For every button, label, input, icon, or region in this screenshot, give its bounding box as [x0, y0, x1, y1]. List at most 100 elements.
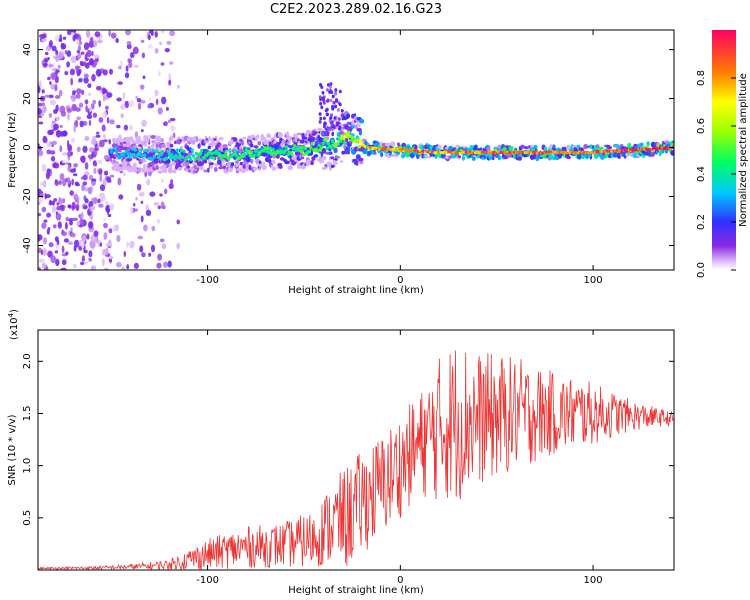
noise-cell — [42, 105, 47, 114]
spike-cell — [329, 82, 333, 86]
noise-cell — [103, 154, 110, 160]
noise-cell — [153, 202, 160, 206]
noise-cell — [93, 167, 97, 175]
ridge-cell — [351, 136, 355, 140]
noise-cell — [65, 161, 69, 165]
band-cell — [287, 165, 294, 171]
noise-cell — [70, 151, 73, 156]
snr-line — [38, 350, 674, 570]
ridge-cell — [308, 149, 312, 154]
noise-cell — [147, 104, 151, 109]
noise-cell — [129, 52, 135, 59]
noise-cell — [78, 78, 83, 83]
band-cell — [358, 157, 364, 162]
noise-cell — [136, 98, 142, 103]
noise-cell — [154, 48, 159, 54]
band-cell — [148, 152, 154, 158]
noise-cell — [76, 116, 82, 121]
ridge-cell — [133, 148, 138, 152]
noise-cell — [41, 33, 47, 39]
spike-cell — [326, 98, 330, 103]
ridge-cell — [339, 139, 343, 143]
noise-cell — [69, 68, 75, 76]
band-cell — [188, 159, 194, 164]
noise-cell — [77, 53, 81, 60]
noise-cell — [99, 184, 106, 192]
band-cell — [160, 138, 164, 143]
ridge-cell — [341, 136, 345, 141]
band-cell — [214, 163, 219, 167]
noise-cell — [42, 248, 47, 256]
band-cell — [445, 155, 450, 160]
x-tick-label: 100 — [584, 575, 603, 586]
noise-cell — [84, 136, 90, 141]
band-cell — [209, 165, 213, 169]
noise-cell — [84, 198, 89, 204]
band-cell — [249, 143, 254, 148]
ridge-cell — [271, 147, 275, 152]
noise-cell — [54, 83, 58, 92]
spike-cell — [318, 112, 322, 116]
noise-cell — [88, 221, 93, 227]
ridge-cell — [193, 157, 197, 161]
noise-cell — [60, 267, 67, 270]
noise-cell — [160, 62, 165, 66]
band-cell — [195, 136, 199, 143]
noise-cell — [143, 224, 148, 232]
noise-cell — [150, 135, 157, 139]
noise-cell — [67, 176, 71, 185]
noise-cell — [154, 31, 158, 38]
noise-cell — [64, 50, 68, 55]
band-cell — [216, 159, 223, 165]
noise-cell — [161, 243, 167, 250]
band-cell — [242, 136, 247, 140]
noise-cell — [63, 238, 69, 243]
noise-cell — [101, 124, 106, 132]
noise-cell — [67, 113, 70, 121]
band-cell — [324, 166, 327, 170]
band-cell — [517, 156, 523, 161]
spectrogram-y-label: Frequency (Hz) — [7, 112, 18, 188]
noise-cell — [50, 156, 56, 162]
snr-y-label: SNR (10 * v/v) — [7, 414, 18, 485]
noise-cell — [79, 217, 84, 226]
ridge-cell — [336, 141, 340, 146]
ridge-cell — [200, 148, 204, 153]
noise-cell — [134, 208, 139, 212]
band-cell — [169, 135, 174, 142]
band-cell — [126, 137, 133, 142]
spike-cell — [332, 101, 336, 105]
ridge-cell — [310, 141, 314, 146]
noise-cell — [170, 125, 176, 132]
band-cell — [196, 167, 200, 172]
band-cell — [311, 156, 316, 161]
colorbar-tick-label: 0.4 — [696, 166, 707, 182]
noise-cell — [132, 203, 136, 207]
spike-cell — [338, 89, 342, 94]
noise-cell — [148, 34, 151, 41]
noise-cell — [55, 258, 60, 267]
band-cell — [606, 145, 613, 150]
noise-cell — [149, 191, 156, 197]
colorbar — [712, 30, 736, 270]
band-cell — [405, 154, 410, 158]
band-cell — [145, 138, 150, 144]
noise-cell — [169, 30, 176, 37]
noise-cell — [122, 91, 126, 100]
band-cell — [221, 163, 226, 167]
ridge-cell — [299, 149, 304, 153]
noise-cell — [73, 167, 76, 173]
band-cell — [261, 164, 267, 171]
band-cell — [617, 154, 621, 159]
noise-cell — [70, 94, 77, 102]
band-cell — [650, 141, 656, 148]
noise-cell — [118, 194, 124, 200]
band-cell — [658, 151, 662, 157]
band-cell — [340, 160, 344, 163]
noise-cell — [126, 241, 129, 248]
noise-cell — [43, 237, 47, 245]
noise-cell — [60, 43, 66, 50]
noise-cell — [169, 61, 174, 65]
noise-cell — [88, 106, 93, 113]
y-tick-label: 1.0 — [22, 458, 33, 474]
